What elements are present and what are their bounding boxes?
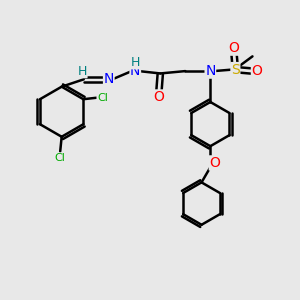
Text: O: O: [153, 90, 164, 104]
Text: H: H: [130, 56, 140, 69]
Text: O: O: [229, 41, 239, 55]
Text: O: O: [251, 64, 262, 78]
Text: N: N: [103, 72, 114, 86]
Text: N: N: [205, 64, 215, 78]
Text: Cl: Cl: [55, 153, 66, 163]
Text: S: S: [231, 63, 240, 76]
Text: N: N: [130, 64, 140, 78]
Text: Cl: Cl: [97, 93, 108, 103]
Text: H: H: [78, 64, 87, 78]
Text: O: O: [209, 156, 220, 170]
